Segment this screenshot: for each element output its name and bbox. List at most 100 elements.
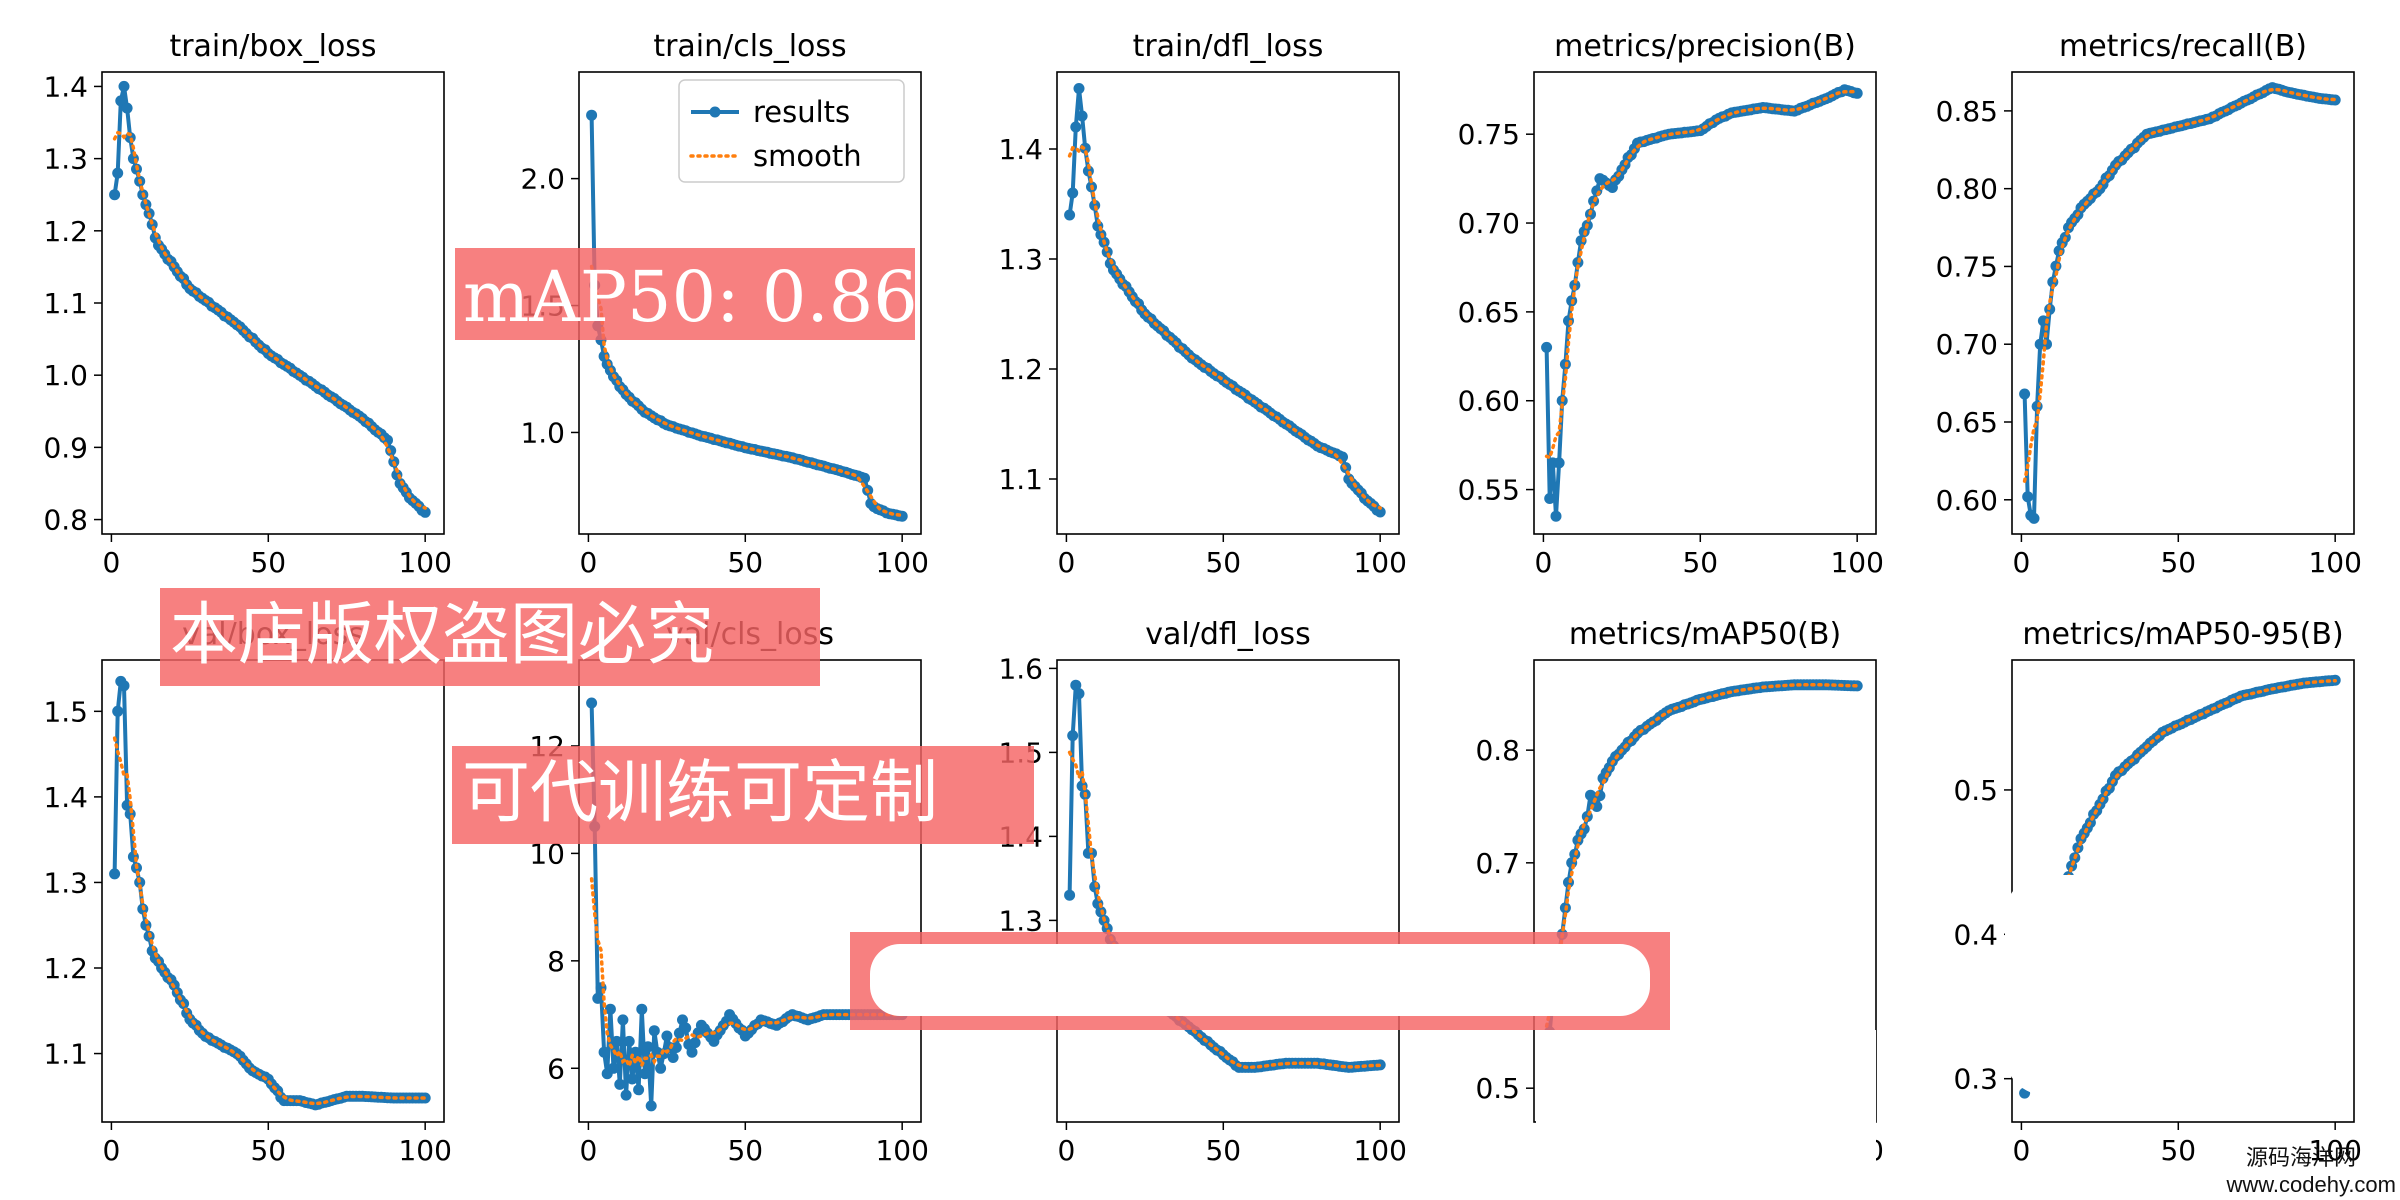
x-tick-label: 0 [2012,1134,2030,1167]
results-point [1544,493,1556,504]
results-point [1374,506,1386,518]
results-point [648,1025,660,1037]
y-tick-label: 1.2 [43,215,88,248]
x-tick-label: 100 [1353,546,1406,579]
x-tick-label: 100 [2308,1134,2361,1167]
y-tick-label: 1.4 [998,133,1043,166]
plot-title: train/cls_loss [653,29,846,64]
results-point [680,1022,692,1034]
results-point [1073,83,1085,94]
white-blotch [1536,1030,1876,1165]
results-point [1553,457,1565,469]
results-point [2022,491,2034,503]
subplot-train-cls-loss: train/cls_loss0501001.01.52.0resultssmoo… [520,29,928,579]
results-point [1591,801,1603,812]
y-tick-label: 0.8 [1475,734,1520,767]
x-tick-label: 50 [1205,546,1241,579]
results-point [1070,679,1082,691]
results-point [608,1062,619,1074]
axes-frame [1533,71,1877,535]
y-tick-label: 1.5 [43,695,88,728]
x-tick-label: 0 [1534,546,1552,579]
results-point [661,1030,673,1042]
results-point [604,1003,616,1015]
results-point [1070,121,1082,133]
smooth-line [1544,89,1859,460]
x-tick-label: 100 [398,546,451,579]
y-tick-label: 0.8 [43,504,88,537]
smooth-line [1067,144,1382,510]
smooth-line [589,264,904,518]
results-point [620,1089,632,1101]
results-point [645,1100,657,1112]
x-tick-label: 50 [250,1134,286,1167]
results-point [642,1041,654,1053]
results-line [112,679,426,1107]
subplot-train-box-loss: train/box_loss 0 50 100 0.8 0.9 1.0 1.1 1.2 1.3 1.… [43,29,451,579]
x-tick-label: 50 [1682,546,1718,579]
y-tick-label: 0.7 [1475,847,1520,880]
results-point [667,1052,679,1063]
y-tick-label: 0.65 [1458,296,1520,329]
y-tick-label: 8 [547,945,565,978]
smooth-line [2022,678,2337,1077]
y-tick-label: 0.85 [1936,95,1998,128]
x-tick-label: 0 [1057,1134,1075,1167]
x-tick-label: 0 [102,546,120,579]
y-tick-label: 0.75 [1458,118,1520,151]
y-tick-label: 0.4 [1953,918,1998,951]
y-tick-label: 0.55 [1458,474,1520,507]
results-line [1544,87,1858,519]
x-tick-label: 0 [579,546,597,579]
results-point [1067,730,1079,742]
axes-frame [2011,71,2355,535]
y-tick-label: 1.0 [520,416,565,449]
legend-smooth-label: smooth [753,139,862,173]
subplot-metrics-precision-b-: metrics/precision(B) 0 50 100 0.55 0.60 0.65 0.… [1458,29,1884,579]
y-tick-label: 1.3 [998,243,1043,276]
subplot-val-cls-loss: val/cls_loss050100681012 [529,617,929,1167]
results-point [2019,388,2031,400]
plot-title: train/dfl_loss [1133,29,1324,64]
x-tick-label: 50 [1205,1134,1241,1167]
y-tick-label: 0.3 [1953,1063,1998,1096]
white-blotch [870,944,1650,1016]
y-tick-label: 0.70 [1458,207,1520,240]
x-tick-label: 100 [1353,1134,1406,1167]
y-tick-label: 0.5 [1953,774,1998,807]
white-blotch [2005,875,2305,1095]
x-tick-label: 100 [875,546,928,579]
axes-frame [1056,659,1400,1123]
y-tick-label: 0.5 [1475,1072,1520,1105]
x-tick-label: 50 [727,1134,763,1167]
y-tick-label: 1.3 [998,904,1043,937]
custom-training-watermark: 可代训练可定制 [452,746,1034,844]
plot-title: train/box_loss [169,29,376,64]
blank-watermark-band [850,932,1670,1030]
results-point [1541,341,1553,353]
map50-watermark: mAP50: 0.86 [455,248,915,340]
results-point [611,1035,623,1047]
results-point [636,1003,648,1015]
smooth-line [112,736,427,1106]
results-point [1851,87,1863,99]
results-point [670,1042,682,1053]
results-point [639,1068,651,1080]
results-point [109,868,121,880]
y-tick-label: 6 [547,1052,565,1085]
y-tick-label: 1.1 [43,1038,88,1071]
results-point [1067,187,1079,199]
y-tick-label: 1.6 [998,652,1043,685]
x-tick-label: 100 [2308,546,2361,579]
x-tick-label: 50 [2160,546,2196,579]
y-tick-label: 1.1 [998,463,1043,496]
subplot-metrics-recall-b-: metrics/recall(B) 0 50 100 0.60 0.65 0.70 0.75 0… [1936,29,2362,579]
plot-title: metrics/mAP50(B) [1569,617,1841,652]
results-point [112,705,124,717]
y-tick-label: 1.1 [43,287,88,320]
results-point [2028,512,2040,524]
y-tick-label: 1.2 [43,952,88,985]
y-tick-label: 0.65 [1936,406,1998,439]
results-point [598,1046,610,1058]
y-tick-label: 0.60 [1458,385,1520,418]
